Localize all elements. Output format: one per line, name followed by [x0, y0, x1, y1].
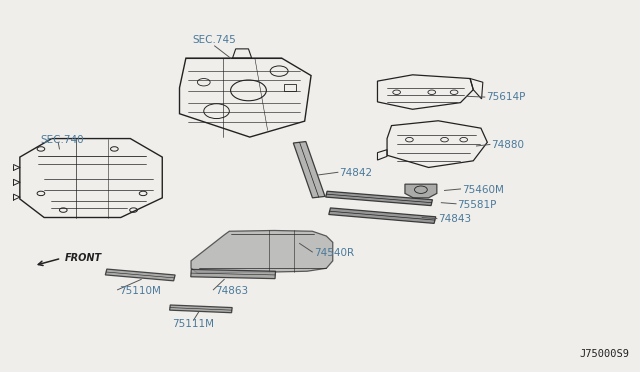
Polygon shape — [191, 231, 333, 273]
Polygon shape — [329, 208, 436, 224]
Text: 75111M: 75111M — [173, 319, 214, 329]
Polygon shape — [170, 305, 232, 313]
Text: J75000S9: J75000S9 — [580, 349, 630, 359]
Text: 74880: 74880 — [491, 140, 524, 150]
Text: 74540R: 74540R — [314, 248, 354, 258]
Text: SEC.740: SEC.740 — [40, 135, 84, 145]
Text: 75460M: 75460M — [462, 185, 504, 195]
Polygon shape — [293, 141, 325, 198]
Text: 74863: 74863 — [214, 286, 248, 295]
Polygon shape — [191, 269, 276, 279]
Text: FRONT: FRONT — [65, 253, 102, 263]
Polygon shape — [106, 269, 175, 281]
Text: 74842: 74842 — [339, 168, 372, 178]
Text: 75110M: 75110M — [119, 286, 161, 295]
Polygon shape — [326, 191, 433, 206]
Text: 75581P: 75581P — [458, 199, 497, 209]
Text: SEC.745: SEC.745 — [193, 35, 237, 45]
Text: 74843: 74843 — [438, 214, 471, 224]
Polygon shape — [405, 184, 437, 198]
Text: 75614P: 75614P — [486, 92, 525, 102]
